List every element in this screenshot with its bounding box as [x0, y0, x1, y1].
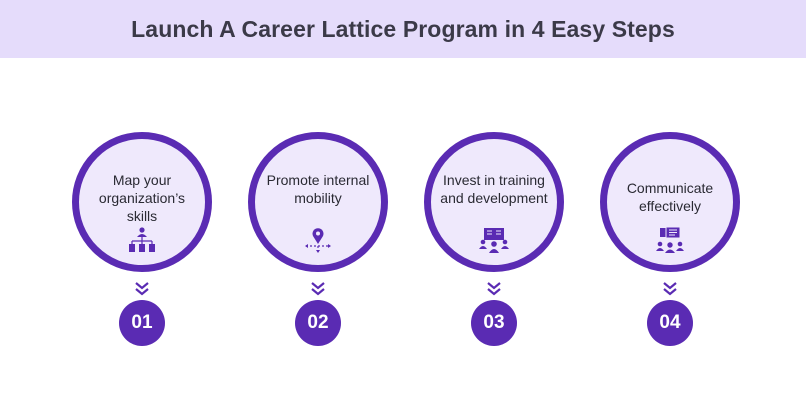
step-label: Promote internal mobility [266, 172, 370, 206]
step-1: Map your organization’s skills 01 [72, 132, 212, 352]
step-circle: Communicate effectively [600, 132, 740, 272]
chevron-double-down-icon [135, 282, 149, 296]
page-title: Launch A Career Lattice Program in 4 Eas… [131, 15, 675, 42]
step-label: Map your organization’s skills [98, 172, 186, 224]
location-pin-arrows-icon [305, 228, 331, 253]
header-banner: Launch A Career Lattice Program in 4 Eas… [0, 0, 806, 58]
step-number: 03 [471, 300, 517, 346]
step-circle: Map your organization’s skills [72, 132, 212, 272]
step-4: Communicate effectively 04 [600, 132, 740, 352]
chevron-double-down-icon [311, 282, 325, 296]
step-label: Communicate effectively [626, 180, 714, 214]
step-circle: Invest in training and development [424, 132, 564, 272]
chat-group-icon [656, 227, 684, 253]
chevron-double-down-icon [487, 282, 501, 296]
step-3: Invest in training and development 03 [424, 132, 564, 352]
training-group-icon [479, 228, 509, 253]
org-chart-icon [129, 227, 155, 252]
step-label: Invest in training and development [440, 172, 548, 206]
chevron-double-down-icon [663, 282, 677, 296]
step-number: 02 [295, 300, 341, 346]
step-2: Promote internal mobility 02 [248, 132, 388, 352]
step-number: 01 [119, 300, 165, 346]
step-number: 04 [647, 300, 693, 346]
step-circle: Promote internal mobility [248, 132, 388, 272]
